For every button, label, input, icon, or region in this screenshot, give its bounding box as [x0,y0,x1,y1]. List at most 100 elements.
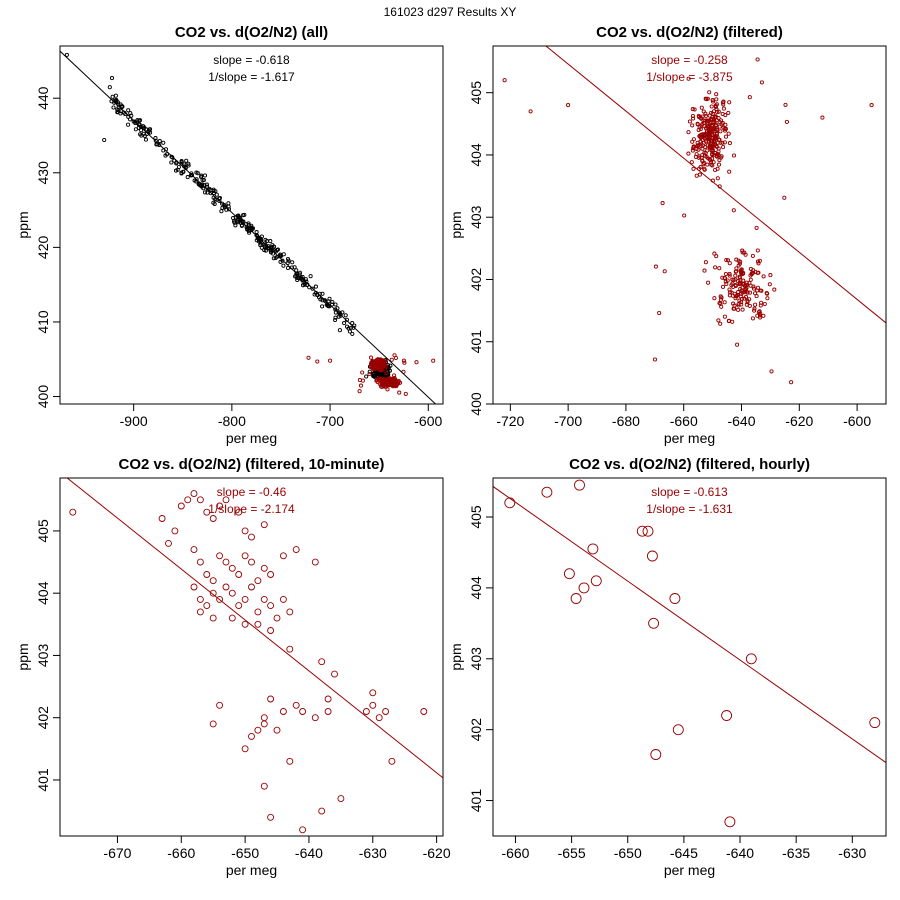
data-point [714,136,719,141]
data-point [820,115,825,120]
data-point [316,295,322,300]
data-point [692,107,697,112]
data-point [707,90,712,95]
data-point [715,140,720,145]
y-tick-label: 403 [468,205,484,229]
data-point [726,110,731,115]
x-tick-label: -630 [359,845,387,861]
data-point [701,118,706,123]
data-point [710,163,715,168]
data-point [324,695,332,703]
data-point [782,195,787,200]
data-point [211,195,216,200]
data-point [174,161,179,166]
data-point [709,104,714,109]
data-point [761,274,766,279]
data-point [364,374,369,379]
data-point [743,252,748,257]
data-point [727,273,732,278]
x-tick-label: -640 [727,413,755,429]
data-point [789,380,794,385]
data-point [703,111,708,116]
data-point [384,364,389,369]
data-point [727,261,732,266]
data-point [208,191,213,196]
data-point [111,105,116,110]
data-point [697,134,702,139]
data-point [358,383,364,388]
data-point [369,689,377,697]
y-tick-label: 410 [35,310,51,334]
data-point [380,360,385,366]
data-point [700,153,705,158]
data-point [528,109,533,114]
data-point [109,76,115,81]
data-point [570,593,582,604]
plot-area [502,46,886,385]
data-point [761,313,766,318]
data-point [384,381,389,386]
data-point [279,595,287,603]
data-point [707,124,712,129]
data-point [286,608,294,616]
data-point [700,158,705,163]
data-point [189,172,194,178]
data-point [719,122,724,127]
data-point [714,97,719,102]
data-point [233,223,238,228]
data-point [717,158,722,163]
data-point [642,525,654,537]
data-point [695,122,700,127]
data-point [722,314,727,319]
data-point [703,151,708,156]
data-point [271,256,276,261]
data-point [733,283,738,288]
data-point [713,265,718,270]
data-point [754,225,759,230]
data-point [715,128,720,133]
data-point [869,103,874,108]
data-point [267,695,275,703]
data-point [723,271,728,277]
data-point [646,550,658,562]
panel-title: CO2 vs. d(O2/N2) (all) [175,24,328,41]
plot-panel-1: CO2 vs. d(O2/N2) (all) slope = -0.618 1/sl… [15,24,444,446]
data-point [650,749,662,760]
data-point [711,160,716,165]
x-axis-label: per meg [226,430,277,446]
data-point [196,595,204,603]
y-tick-label: 420 [35,235,51,259]
data-point [743,294,749,299]
data-point [258,243,263,248]
data-point [722,300,727,305]
data-point [716,162,722,167]
data-point [744,302,749,307]
data-point [209,577,217,585]
data-point [196,496,204,504]
x-tick-label: -680 [612,413,640,429]
data-point [741,281,746,287]
data-point [710,128,715,133]
data-point [702,268,707,273]
slope-annotation: slope = -0.258 [651,53,728,67]
data-point [222,558,230,566]
data-point [385,387,390,392]
data-point [783,102,788,107]
data-point [292,546,300,554]
data-point [299,708,307,715]
data-point [721,145,726,150]
slope-annotation: slope = -0.618 [213,53,290,67]
data-point [767,282,772,287]
data-point [209,515,217,522]
data-point [705,162,710,167]
x-axis-label: per meg [664,862,715,878]
data-point [414,360,419,365]
data-point [756,261,761,266]
data-point [710,148,715,153]
data-point [275,247,280,253]
data-point [724,816,736,828]
data-point [263,248,268,253]
data-point [279,552,287,560]
data-point [755,285,761,290]
data-point [216,552,224,560]
